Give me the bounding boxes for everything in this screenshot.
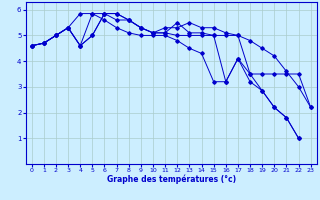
X-axis label: Graphe des températures (°c): Graphe des températures (°c) <box>107 175 236 184</box>
